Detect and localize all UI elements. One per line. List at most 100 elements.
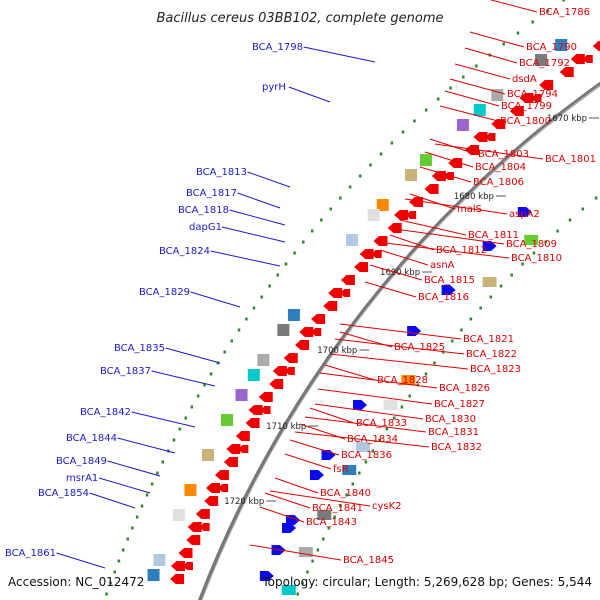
gene-label-bca-1803[interactable]: BCA_1803	[478, 149, 529, 160]
leader-line	[409, 193, 456, 210]
gene-label-mals[interactable]: malS	[457, 204, 482, 215]
gene-label-bca-1828[interactable]: BCA_1828	[377, 375, 428, 386]
gene-label-bca-1831[interactable]: BCA_1831	[428, 427, 479, 438]
kbp-tick-label: 1720 kbp	[224, 497, 264, 507]
gene-label-bca-1827[interactable]: BCA_1827	[434, 399, 485, 410]
leader-line	[98, 477, 151, 494]
gene-label-bca-1798[interactable]: BCA_1798	[252, 42, 303, 53]
track-dot	[316, 548, 320, 552]
gene-label-bca-1809[interactable]: BCA_1809	[506, 239, 557, 250]
gene-label-bca-1799[interactable]: BCA_1799	[501, 101, 552, 112]
gene-label-bca-1843[interactable]: BCA_1843	[306, 517, 357, 528]
leader-line	[210, 250, 281, 267]
gene-label-bca-1832[interactable]: BCA_1832	[431, 442, 482, 453]
gene-label-bca-1824[interactable]: BCA_1824	[159, 246, 210, 257]
gene-label-bca-1817[interactable]: BCA_1817	[186, 188, 237, 199]
reverse-gene-arrow	[204, 496, 219, 506]
leader-line	[369, 264, 423, 281]
track-dot	[209, 372, 213, 376]
track-dot	[113, 570, 116, 574]
gene-label-bca-1834[interactable]: BCA_1834	[347, 434, 398, 445]
track-dot	[306, 570, 309, 574]
cog-category-box	[419, 154, 432, 166]
gene-label-bca-1836[interactable]: BCA_1836	[341, 450, 392, 461]
gene-label-bca-1823[interactable]: BCA_1823	[470, 364, 521, 375]
track-dot	[390, 141, 394, 145]
gene-label-bca-1813[interactable]: BCA_1813	[196, 167, 247, 178]
leader-line	[107, 460, 161, 477]
leader-line	[389, 234, 435, 251]
gene-label-bca-1786[interactable]: BCA_1786	[539, 7, 590, 18]
reverse-gene-arrow	[406, 211, 417, 219]
gene-label-bca-1829[interactable]: BCA_1829	[139, 287, 190, 298]
kbp-tick-label: 1680 kbp	[454, 192, 494, 202]
genome-backbone-highlight	[201, 85, 600, 600]
track-dot	[460, 328, 463, 332]
gene-label-bca-1854[interactable]: BCA_1854	[38, 488, 89, 499]
track-dot	[556, 229, 559, 233]
gene-label-bca-1840[interactable]: BCA_1840	[320, 488, 371, 499]
gene-label-bca-1810[interactable]: BCA_1810	[511, 253, 562, 264]
reverse-gene-arrow	[570, 54, 585, 64]
gene-label-bca-1812[interactable]: BCA_1812	[436, 245, 487, 256]
reverse-gene-arrow	[340, 289, 351, 297]
gene-label-bca-1794[interactable]: BCA_1794	[507, 89, 558, 100]
gene-label-bca-1816[interactable]: BCA_1816	[418, 292, 469, 303]
leader-line	[429, 138, 477, 155]
gene-label-bca-1830[interactable]: BCA_1830	[425, 414, 476, 425]
track-dot	[150, 482, 154, 486]
gene-label-bca-1821[interactable]: BCA_1821	[463, 334, 514, 345]
track-dot	[462, 75, 465, 79]
gene-label-bca-1861[interactable]: BCA_1861	[5, 548, 56, 559]
gene-label-bca-1811[interactable]: BCA_1811	[468, 230, 519, 241]
gene-label-bca-1806[interactable]: BCA_1806	[473, 177, 524, 188]
track-dot	[311, 559, 314, 563]
gene-label-aspa2[interactable]: aspA2	[509, 209, 540, 220]
track-dot	[345, 493, 348, 497]
gene-label-dsda[interactable]: dsdA	[512, 74, 537, 85]
gene-label-bca-1835[interactable]: BCA_1835	[114, 343, 165, 354]
gene-label-bca-1841[interactable]: BCA_1841	[312, 503, 363, 514]
gene-label-bca-1801[interactable]: BCA_1801	[545, 154, 596, 165]
reverse-gene-arrow	[559, 67, 574, 77]
gene-label-asna[interactable]: asnA	[430, 260, 455, 271]
track-dot	[122, 548, 125, 552]
gene-label-cysk2[interactable]: cysK2	[372, 501, 402, 512]
track-dot	[333, 515, 336, 519]
reverse-gene-arrow	[340, 275, 355, 285]
track-dot	[329, 207, 332, 211]
outer-dot-track	[105, 0, 565, 596]
gene-label-bca-1815[interactable]: BCA_1815	[424, 275, 475, 286]
forward-gene-arrow	[282, 523, 297, 533]
gene-label-fsr[interactable]: fsR	[333, 464, 349, 475]
gene-label-bca-1844[interactable]: BCA_1844	[66, 433, 117, 444]
reverse-gene-arrow	[195, 509, 210, 519]
leader-line	[364, 281, 417, 298]
gene-label-bca-1833[interactable]: BCA_1833	[356, 418, 407, 429]
gene-label-bca-1822[interactable]: BCA_1822	[466, 349, 517, 360]
track-dot	[310, 229, 314, 233]
gene-label-bca-1825[interactable]: BCA_1825	[394, 342, 445, 353]
leader-line	[384, 242, 510, 259]
leader-line	[117, 437, 176, 454]
reverse-gene-arrow	[387, 223, 402, 233]
gene-label-bca-1845[interactable]: BCA_1845	[343, 555, 394, 566]
gene-label-bca-1826[interactable]: BCA_1826	[439, 383, 490, 394]
gene-label-bca-1792[interactable]: BCA_1792	[519, 58, 570, 69]
track-dot	[489, 295, 492, 299]
gene-label-bca-1790[interactable]: BCA_1790	[526, 42, 577, 53]
gene-label-bca-1837[interactable]: BCA_1837	[100, 366, 151, 377]
gene-label-pyrh[interactable]: pyrH	[262, 82, 286, 93]
reverse-gene-arrow	[214, 470, 229, 480]
reverse-gene-arrow	[269, 379, 284, 389]
track-dot	[216, 361, 220, 365]
gene-label-msra1[interactable]: msrA1	[66, 473, 98, 484]
gene-label-bca-1849[interactable]: BCA_1849	[56, 456, 107, 467]
gene-label-bca-1842[interactable]: BCA_1842	[80, 407, 131, 418]
gene-label-dapg1[interactable]: dapG1	[189, 222, 222, 233]
gene-label-bca-1804[interactable]: BCA_1804	[475, 162, 526, 173]
gene-label-bca-1818[interactable]: BCA_1818	[178, 205, 229, 216]
track-dot	[450, 339, 454, 343]
gene-label-bca-1800[interactable]: BCA_1800	[500, 116, 551, 127]
backbone-layer	[105, 0, 600, 600]
